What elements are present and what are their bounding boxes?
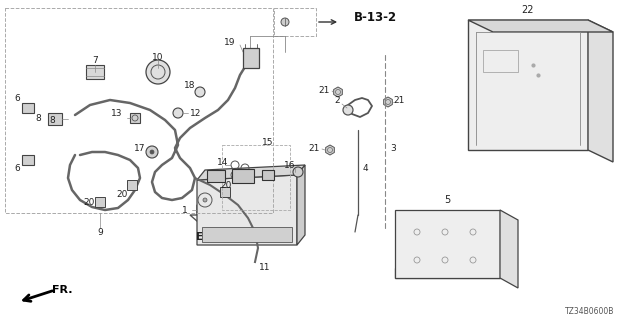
Circle shape — [150, 150, 154, 154]
Polygon shape — [383, 97, 392, 107]
Text: B-13-2: B-13-2 — [353, 11, 397, 23]
Polygon shape — [333, 87, 342, 97]
Text: 21: 21 — [319, 85, 330, 94]
Text: 21: 21 — [393, 95, 404, 105]
Bar — [86, 65, 104, 79]
Polygon shape — [395, 210, 500, 278]
Bar — [262, 170, 274, 180]
Text: 20: 20 — [84, 197, 95, 206]
Circle shape — [146, 60, 170, 84]
Text: 7: 7 — [92, 55, 98, 65]
Text: 3: 3 — [390, 143, 396, 153]
Text: 18: 18 — [184, 81, 195, 90]
Text: 14: 14 — [216, 157, 228, 166]
Text: 22: 22 — [522, 5, 534, 15]
Text: 8: 8 — [49, 116, 55, 124]
Polygon shape — [588, 20, 613, 162]
Polygon shape — [468, 20, 588, 150]
Polygon shape — [197, 175, 297, 245]
Bar — [207, 170, 225, 182]
Text: E-6: E-6 — [196, 232, 214, 242]
Text: 21: 21 — [308, 143, 320, 153]
Text: 12: 12 — [190, 108, 202, 117]
Circle shape — [343, 105, 353, 115]
Text: 5: 5 — [444, 195, 451, 205]
Bar — [130, 113, 140, 123]
Text: 6: 6 — [14, 93, 20, 102]
Bar — [48, 113, 62, 125]
Text: 10: 10 — [152, 52, 164, 61]
Polygon shape — [297, 165, 305, 245]
Text: TZ34B0600B: TZ34B0600B — [565, 308, 614, 316]
Circle shape — [293, 167, 303, 177]
Bar — [22, 155, 34, 165]
Circle shape — [203, 198, 207, 202]
Bar — [220, 187, 230, 197]
Text: 8: 8 — [35, 114, 41, 123]
Polygon shape — [197, 165, 305, 180]
Bar — [202, 227, 292, 242]
Bar — [22, 103, 34, 113]
Text: 2: 2 — [334, 95, 340, 105]
Polygon shape — [468, 20, 613, 32]
Text: 11: 11 — [259, 263, 271, 273]
Circle shape — [173, 108, 183, 118]
Polygon shape — [326, 145, 334, 155]
Text: 6: 6 — [14, 164, 20, 172]
Bar — [5, 8, 273, 213]
Circle shape — [146, 146, 158, 158]
Text: 17: 17 — [134, 143, 145, 153]
Bar — [243, 48, 259, 68]
Text: 19: 19 — [223, 37, 235, 46]
Text: 1: 1 — [182, 205, 188, 214]
Text: 20: 20 — [221, 180, 232, 189]
Text: 15: 15 — [262, 138, 274, 147]
Text: 4: 4 — [363, 164, 369, 172]
Text: 16: 16 — [284, 161, 295, 170]
Circle shape — [195, 87, 205, 97]
Bar — [127, 180, 137, 190]
Bar — [95, 197, 105, 207]
Text: 13: 13 — [111, 108, 122, 117]
Polygon shape — [395, 268, 500, 278]
Text: 9: 9 — [97, 228, 103, 236]
Bar — [483, 50, 518, 72]
Text: FR.: FR. — [52, 285, 72, 295]
Circle shape — [281, 18, 289, 26]
Bar — [232, 169, 254, 183]
Bar — [222, 145, 290, 210]
Text: 20: 20 — [116, 189, 128, 198]
Polygon shape — [500, 210, 518, 288]
Bar — [274, 8, 316, 36]
